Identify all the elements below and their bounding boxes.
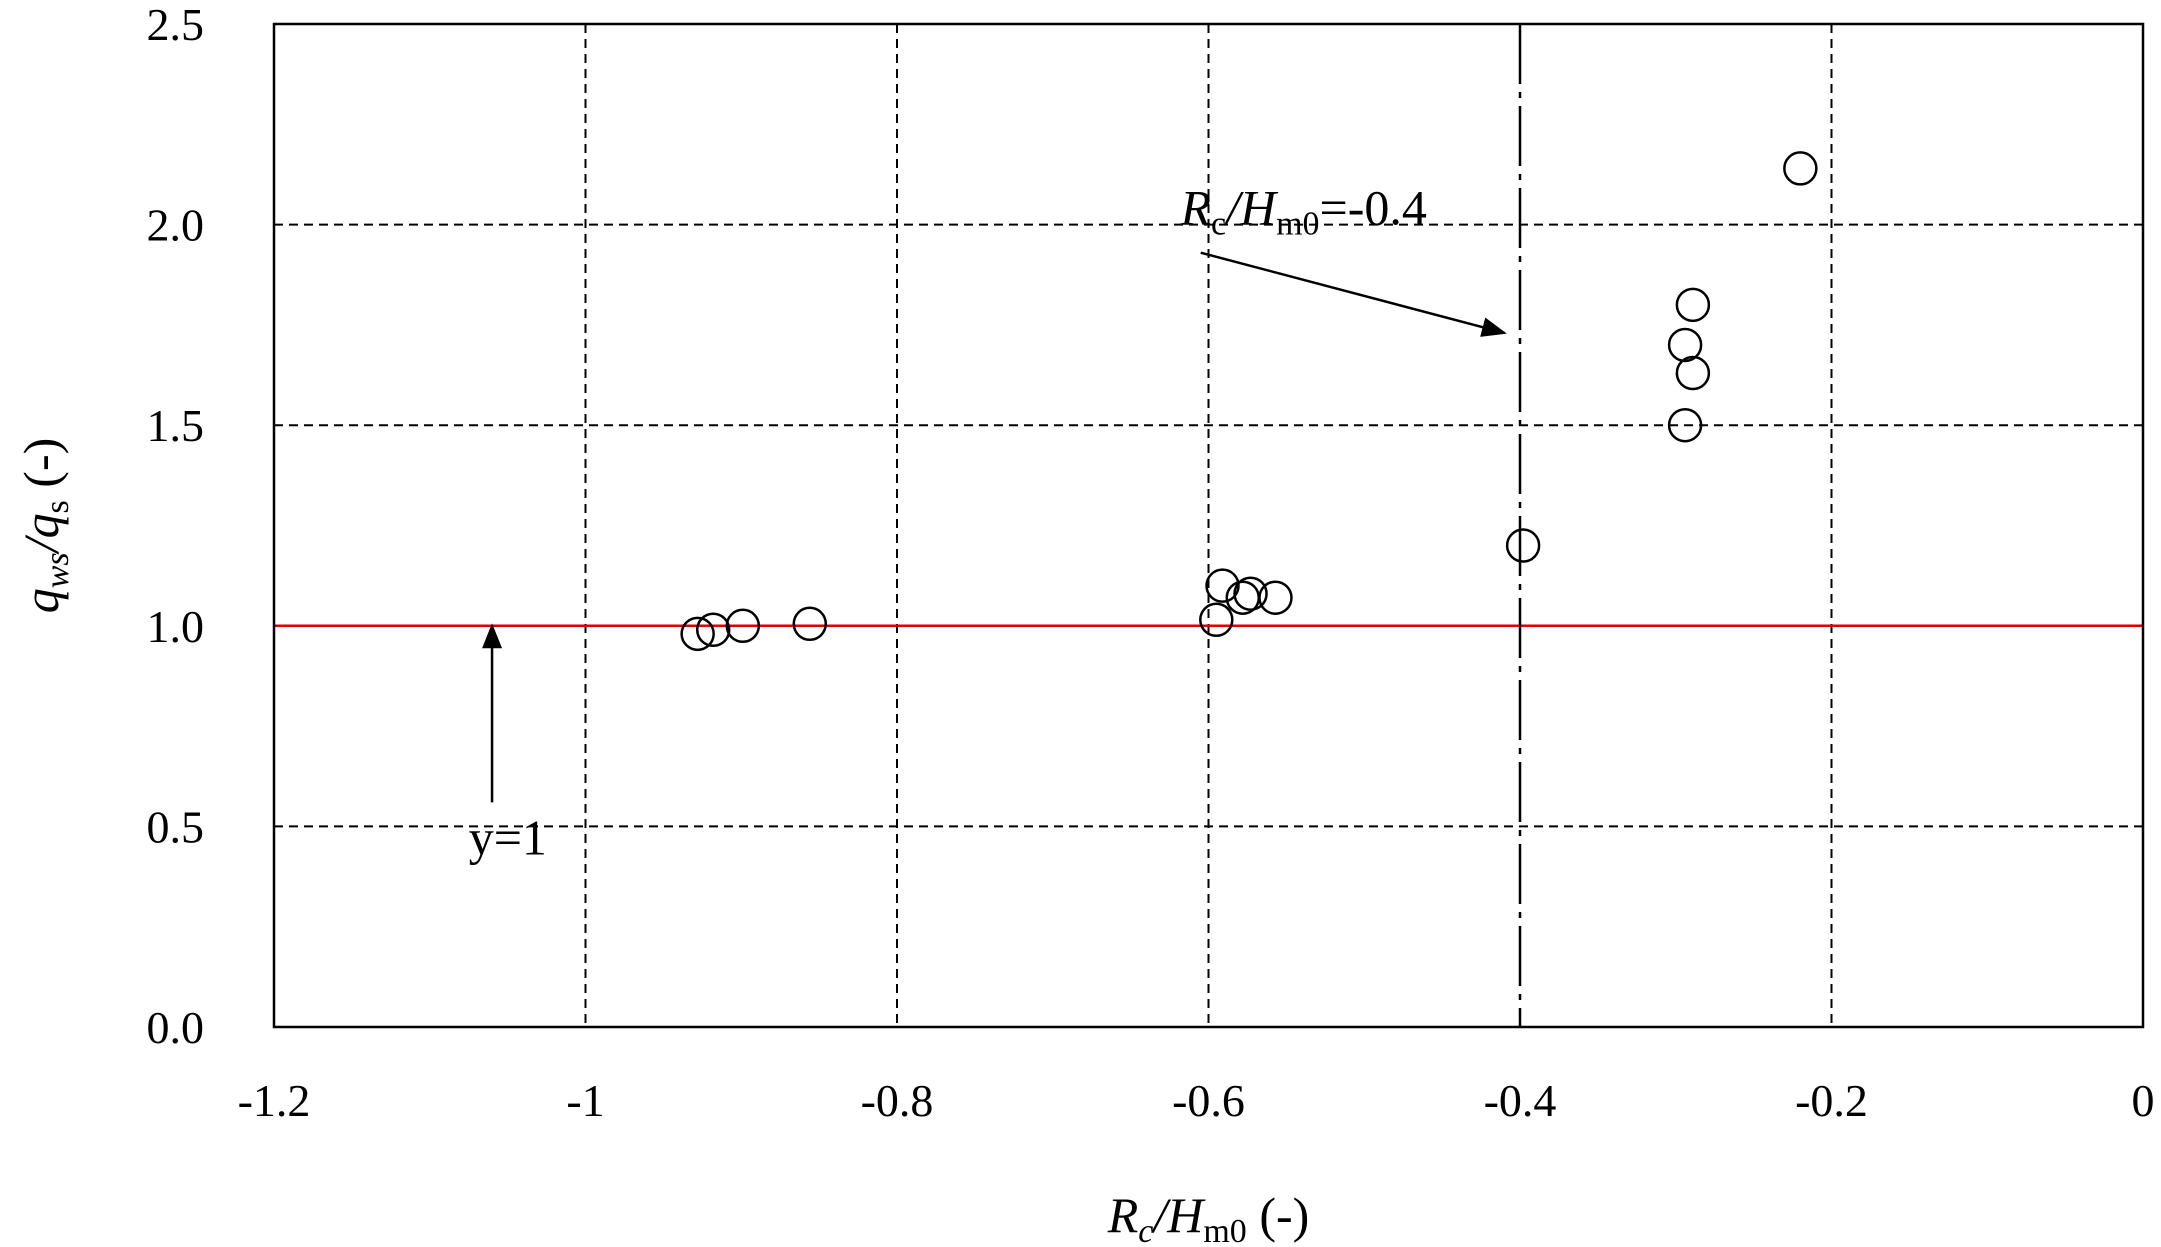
data-point [1675, 287, 1711, 323]
data-point [680, 616, 715, 652]
data-point [725, 608, 761, 644]
y-tick-label: 1.0 [147, 601, 205, 652]
y-tick-label: 1.5 [147, 400, 205, 451]
x-tick-label: 0 [2132, 1075, 2155, 1126]
annotation-label-rc: Rc/Hm0=-0.4 [1179, 180, 1426, 243]
data-points [680, 151, 1818, 652]
annotations: y=1 Rc/Hm0=-0.4 [469, 180, 1507, 865]
annotation-label-y1: y=1 [469, 809, 547, 865]
x-tick-label: -0.6 [1172, 1075, 1245, 1126]
plot-frame [272, 22, 2145, 1029]
data-point [1505, 528, 1541, 563]
reference-lines [274, 24, 2143, 1027]
y-tick-labels: 0.0 0.5 1.0 1.5 2.0 2.5 [147, 0, 205, 1053]
data-point [1233, 576, 1268, 611]
grid-lines [274, 24, 2143, 1027]
x-tick-label: -1 [566, 1075, 604, 1126]
x-tick-labels: -1.2 -1 -0.8 -0.6 -0.4 -0.2 0 [238, 1075, 2155, 1126]
data-point [1667, 407, 1703, 443]
x-tick-label: -0.4 [1484, 1075, 1557, 1126]
x-axis-label: Rc/Hm0 (-) [1107, 1187, 1310, 1247]
x-tick-label: -0.2 [1795, 1075, 1868, 1126]
y-tick-label: 2.0 [147, 200, 205, 251]
x-tick-label: -1.2 [238, 1075, 311, 1126]
data-point [1783, 151, 1818, 186]
y-tick-label: 2.5 [147, 0, 205, 50]
data-point [1205, 568, 1240, 603]
data-point [1675, 355, 1711, 391]
x-tick-label: -0.8 [861, 1075, 934, 1126]
y-axis-label: qws/qs (-) [13, 438, 76, 614]
y-tick-label: 0.5 [147, 801, 205, 852]
annotation-arrow-rc [1200, 251, 1507, 337]
data-point [1667, 327, 1703, 363]
y-tick-label: 0.0 [147, 1002, 205, 1053]
data-point [792, 606, 828, 642]
data-point [695, 612, 731, 648]
data-point [1258, 580, 1293, 615]
data-point [1199, 602, 1234, 638]
